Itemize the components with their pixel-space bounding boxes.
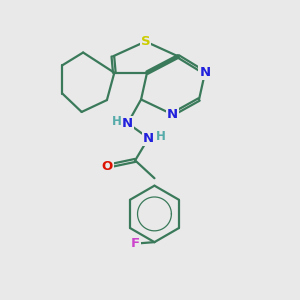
Text: O: O — [101, 160, 112, 173]
Text: N: N — [143, 132, 154, 145]
Text: N: N — [200, 66, 211, 79]
Text: N: N — [167, 108, 178, 121]
Text: H: H — [155, 130, 165, 143]
Text: H: H — [112, 115, 122, 128]
Text: N: N — [122, 117, 133, 130]
Text: F: F — [130, 237, 140, 250]
Text: S: S — [141, 35, 150, 48]
